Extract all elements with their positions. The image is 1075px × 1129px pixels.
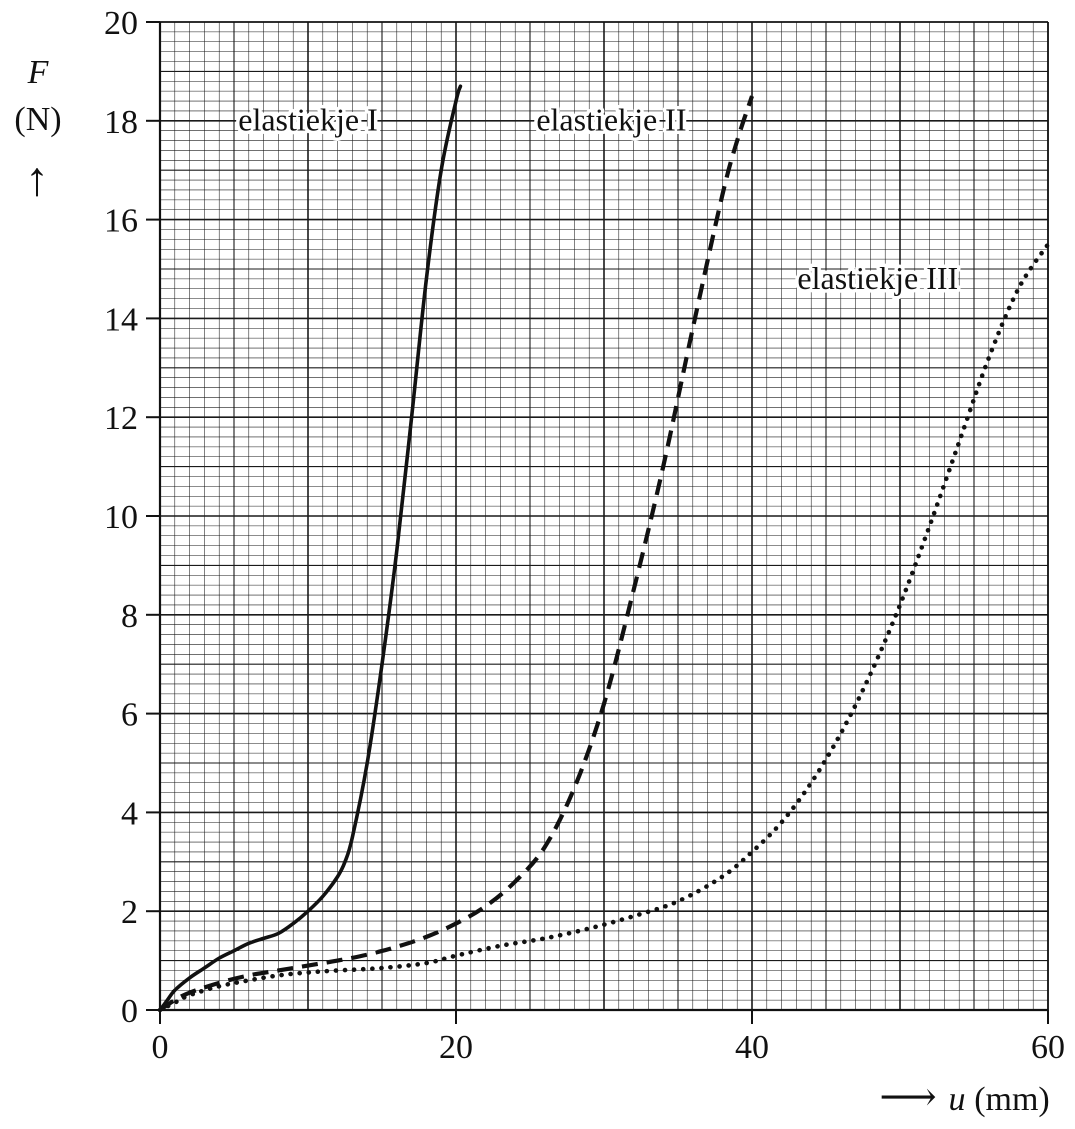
y-tick-label: 2: [121, 894, 138, 931]
series-line-elastiekje-iii: [157, 242, 1051, 1013]
series-label-elastiekje-iii: elastiekje III: [797, 260, 958, 296]
y-tick-label: 8: [121, 598, 138, 635]
series-label-elastiekje-i: elastiekje I: [238, 102, 377, 138]
series-line-elastiekje-ii: [158, 95, 754, 1012]
y-tick-label: 12: [104, 400, 138, 437]
y-axis-symbol: F: [27, 54, 50, 91]
series-line-elastiekje-i: [158, 84, 463, 1012]
x-axis-symbol: u: [949, 1081, 966, 1118]
x-axis-unit: (mm): [974, 1081, 1050, 1118]
axes: [146, 21, 1049, 1024]
y-tick-label: 18: [104, 104, 138, 141]
y-tick-label: 20: [104, 5, 138, 42]
y-axis-unit: (N): [14, 101, 61, 138]
y-tick-label: 16: [104, 203, 138, 240]
x-axis-arrow: ⟶: [879, 1074, 936, 1119]
x-tick-label: 40: [735, 1029, 769, 1066]
x-tick-label: 20: [439, 1029, 473, 1066]
y-tick-label: 10: [104, 499, 138, 536]
grid: [159, 21, 1049, 1011]
series-label-elastiekje-ii: elastiekje II: [536, 102, 686, 138]
y-tick-label: 6: [121, 697, 138, 734]
y-tick-label: 0: [121, 993, 138, 1030]
text-layer: 0 2 4 6 8 10 12 14 16 18 20 0 20 40 60 elastiekje I elas…: [104, 5, 1065, 1066]
y-tick-label: 14: [104, 301, 138, 338]
series-layer: [157, 84, 1051, 1013]
y-axis-arrow: ↑: [25, 153, 49, 206]
x-tick-label: 60: [1031, 1029, 1065, 1066]
x-tick-label: 0: [152, 1029, 169, 1066]
y-tick-label: 4: [121, 795, 138, 832]
